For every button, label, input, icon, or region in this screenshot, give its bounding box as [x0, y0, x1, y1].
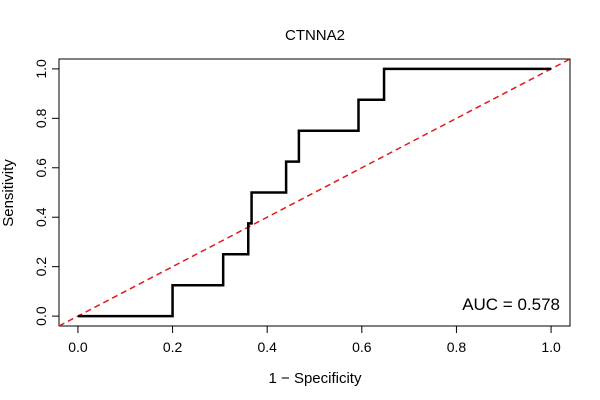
x-tick-label: 0.4	[257, 339, 277, 355]
x-tick-label: 0.2	[163, 339, 183, 355]
reference-diagonal-line	[58, 58, 571, 327]
y-tick-label: 0.2	[33, 257, 49, 277]
y-tick-label: 0.8	[33, 108, 49, 128]
y-axis: 0.0 0.2 0.4 0.6 0.8 1.0	[33, 59, 60, 326]
x-tick-label: 1.0	[541, 339, 561, 355]
y-tick-label: 0.4	[33, 207, 49, 227]
y-tick-label: 0.6	[33, 158, 49, 178]
x-tick-label: 0.0	[68, 339, 88, 355]
y-tick-label: 0.0	[33, 306, 49, 326]
auc-annotation: AUC = 0.578	[462, 295, 560, 314]
chart-title: CTNNA2	[285, 27, 345, 44]
y-axis-label: Sensitivity	[0, 159, 17, 227]
series-layer	[58, 58, 571, 327]
x-axis-label: 1 − Specificity	[269, 370, 362, 387]
y-tick-label: 1.0	[33, 59, 49, 79]
roc-curve-line	[77, 67, 552, 318]
x-axis: 0.0 0.2 0.4 0.6 0.8 1.0	[68, 325, 561, 355]
x-tick-label: 0.6	[352, 339, 372, 355]
x-tick-label: 0.8	[447, 339, 467, 355]
